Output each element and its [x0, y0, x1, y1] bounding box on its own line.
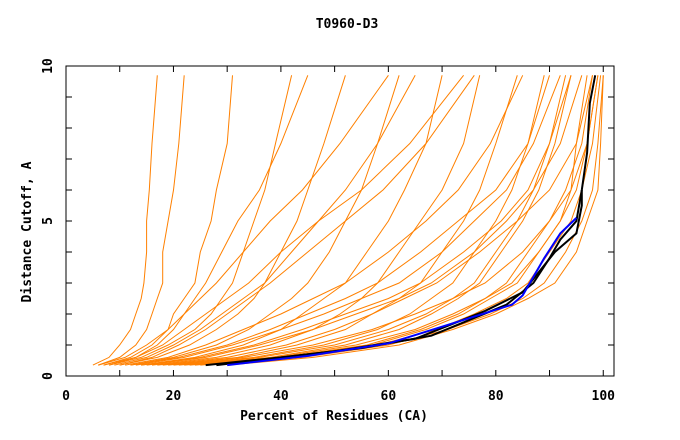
model-curve-26: [119, 75, 475, 366]
model-curve-29: [130, 75, 550, 366]
model-curve-18: [135, 75, 561, 366]
model-curve-21: [103, 74, 464, 366]
model-curve-9: [162, 75, 518, 366]
model-curve-17: [125, 75, 524, 366]
y-axis-label: Distance Cutoff, A: [20, 161, 35, 302]
model-curve-27: [178, 75, 567, 366]
x-tick-label: 80: [488, 389, 504, 404]
model-curve-22: [168, 75, 599, 366]
y-tick-label: 0: [41, 372, 56, 380]
chart-title: T0960-D3: [316, 17, 379, 32]
model-curve-15: [227, 75, 604, 366]
model-curve-13: [205, 75, 602, 366]
model-curve-10: [173, 75, 545, 366]
x-tick-label: 0: [62, 389, 70, 404]
model-curve-11: [184, 75, 572, 366]
model-curve-20: [98, 75, 389, 366]
model-curve-12: [194, 75, 593, 366]
x-tick-label: 100: [592, 389, 616, 404]
model-curve-4: [108, 75, 293, 366]
model-curve-8: [151, 75, 481, 366]
model-curve-30: [141, 75, 572, 366]
x-tick-label: 20: [166, 389, 182, 404]
model-curve-7: [141, 75, 443, 366]
series-group: [92, 74, 604, 367]
highlight-curve-black-2: [216, 190, 583, 367]
x-tick-label: 60: [381, 389, 397, 404]
model-curve-24: [157, 75, 593, 366]
x-axis-label: Percent of Residues (CA): [240, 409, 428, 424]
y-tick-label: 10: [41, 58, 56, 74]
model-curve-25: [108, 75, 309, 366]
highlight-curve-blue: [227, 217, 578, 367]
model-curve-6: [130, 75, 400, 366]
model-curve-19: [146, 75, 583, 366]
highlight-curve-black-1: [205, 75, 597, 367]
model-curve-2: [98, 75, 185, 366]
model-curve-1: [92, 75, 158, 366]
plot-frame: [65, 65, 615, 377]
y-tick-label: 5: [41, 217, 56, 225]
x-tick-label: 40: [273, 389, 289, 404]
model-curve-16: [114, 75, 416, 366]
model-curve-3: [103, 75, 233, 366]
model-curve-23: [189, 75, 599, 366]
model-curve-14: [216, 75, 604, 366]
ticks-group: 0 20 40 60 80 100 0 5 10: [41, 58, 615, 404]
